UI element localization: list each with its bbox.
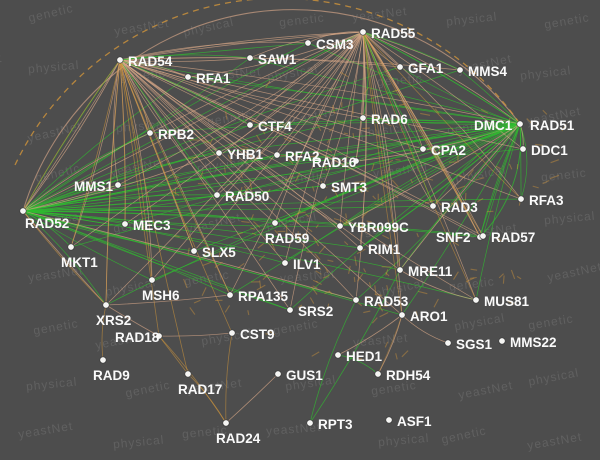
svg-text:SMT3: SMT3 — [331, 180, 367, 195]
svg-text:RAD16: RAD16 — [312, 155, 357, 170]
svg-text:MEC3: MEC3 — [133, 218, 171, 233]
svg-text:RPT3: RPT3 — [318, 417, 353, 432]
svg-text:RIM1: RIM1 — [368, 242, 401, 257]
svg-text:YBR099C: YBR099C — [348, 220, 409, 235]
svg-text:XRS2: XRS2 — [96, 313, 131, 328]
svg-text:RPB2: RPB2 — [158, 127, 194, 142]
svg-text:RAD24: RAD24 — [216, 431, 261, 446]
svg-text:GFA1: GFA1 — [408, 61, 444, 76]
svg-text:ASF1: ASF1 — [397, 414, 432, 429]
svg-text:RPA135: RPA135 — [238, 289, 289, 304]
svg-text:RAD50: RAD50 — [225, 189, 269, 204]
svg-text:RAD57: RAD57 — [491, 230, 535, 245]
svg-text:MUS81: MUS81 — [484, 294, 530, 309]
svg-text:CSM3: CSM3 — [316, 37, 354, 52]
svg-text:DMC1: DMC1 — [474, 118, 513, 133]
svg-text:YHB1: YHB1 — [227, 147, 264, 162]
svg-text:SNF2: SNF2 — [436, 230, 471, 245]
svg-text:CTF4: CTF4 — [258, 119, 292, 134]
svg-text:SLX5: SLX5 — [202, 245, 236, 260]
svg-text:RFA1: RFA1 — [196, 71, 231, 86]
svg-text:RAD3: RAD3 — [441, 200, 478, 215]
svg-text:RAD54: RAD54 — [128, 54, 173, 69]
svg-text:MKT1: MKT1 — [61, 255, 98, 270]
svg-text:RAD51: RAD51 — [530, 118, 575, 133]
svg-text:MRE11: MRE11 — [408, 264, 453, 279]
svg-text:RAD17: RAD17 — [178, 382, 222, 397]
svg-text:DDC1: DDC1 — [531, 143, 568, 158]
svg-text:HED1: HED1 — [346, 349, 383, 364]
svg-text:MMS22: MMS22 — [510, 335, 557, 350]
svg-text:RAD52: RAD52 — [25, 216, 69, 231]
svg-text:SGS1: SGS1 — [456, 337, 493, 352]
svg-text:RAD53: RAD53 — [364, 294, 409, 309]
svg-text:CST9: CST9 — [240, 327, 275, 342]
svg-text:RAD6: RAD6 — [371, 112, 408, 127]
svg-text:SAW1: SAW1 — [258, 52, 297, 67]
svg-text:MSH6: MSH6 — [142, 288, 180, 303]
svg-text:RAD59: RAD59 — [265, 231, 309, 246]
svg-text:RDH54: RDH54 — [386, 368, 431, 383]
svg-text:RAD9: RAD9 — [93, 368, 130, 383]
svg-text:MMS4: MMS4 — [468, 64, 507, 79]
svg-text:RAD18: RAD18 — [115, 330, 160, 345]
svg-text:RAD55: RAD55 — [371, 26, 416, 41]
svg-text:CPA2: CPA2 — [431, 143, 466, 158]
svg-text:ARO1: ARO1 — [410, 309, 448, 324]
svg-text:MMS1: MMS1 — [74, 179, 113, 194]
svg-text:SRS2: SRS2 — [298, 304, 333, 319]
svg-text:ILV1: ILV1 — [293, 257, 321, 272]
svg-text:GUS1: GUS1 — [286, 368, 323, 383]
svg-text:RFA3: RFA3 — [529, 193, 564, 208]
